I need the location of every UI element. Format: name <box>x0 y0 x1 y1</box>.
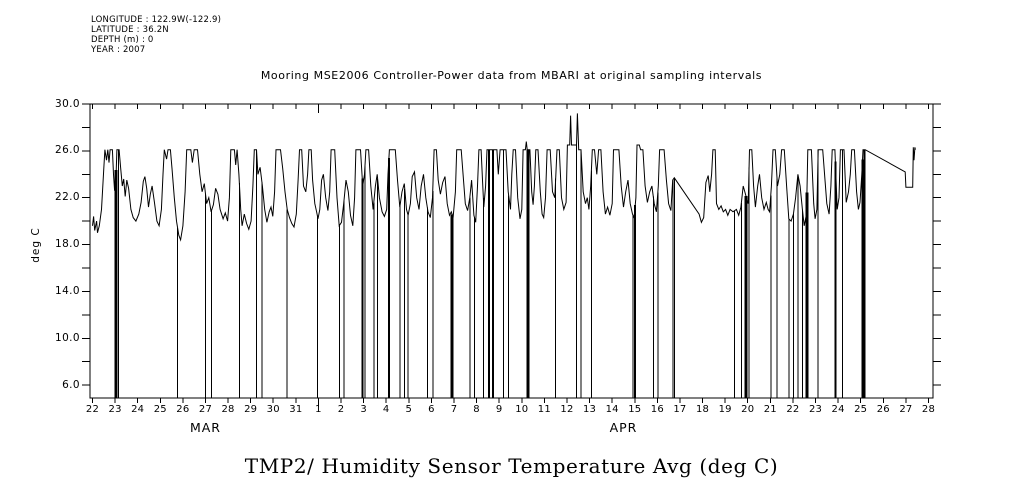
x-tick-label: 23 <box>108 404 122 415</box>
x-tick-label: 16 <box>650 404 664 415</box>
x-tick-label: 7 <box>450 404 458 415</box>
x-tick-label: 3 <box>360 404 367 415</box>
x-tick-label: 26 <box>176 404 190 415</box>
x-tick-label: 5 <box>405 404 413 415</box>
x-tick-label: 26 <box>876 404 890 415</box>
x-tick-label: 11 <box>537 404 551 415</box>
x-tick-label: 1 <box>315 404 322 415</box>
x-tick-label: 27 <box>198 404 213 415</box>
meta-year: YEAR : 2007 <box>91 45 146 55</box>
meta-latitude: LATITUDE : 36.2N <box>91 25 169 35</box>
x-tick-label: 18 <box>695 404 710 415</box>
chart-title: Mooring MSE2006 Controller-Power data fr… <box>260 69 763 82</box>
y-tick-label: 14.0 <box>55 284 80 297</box>
x-tick-label: 31 <box>289 404 303 415</box>
y-tick-label: 10.0 <box>55 331 80 344</box>
metadata-block: LONGITUDE : 122.9W(-122.9) LATITUDE : 36… <box>91 15 221 55</box>
y-tick-label: 26.0 <box>55 144 80 157</box>
x-tick-label: 10 <box>515 404 529 415</box>
x-tick-label: 30 <box>266 404 280 415</box>
x-tick-label: 25 <box>854 404 868 415</box>
x-tick-label: 23 <box>808 404 823 415</box>
x-tick-label: 24 <box>831 404 845 415</box>
x-tick-label: 15 <box>628 404 642 415</box>
month-label-apr: APR <box>609 420 638 435</box>
x-tick-label: 17 <box>673 404 687 415</box>
x-tick-label: 27 <box>899 404 913 415</box>
x-tick-label: 28 <box>921 404 936 415</box>
y-tick-label: 22.0 <box>55 191 80 204</box>
y-tick-label: 6.0 <box>62 378 80 391</box>
x-tick-label: 8 <box>473 404 480 415</box>
x-tick-label: 12 <box>560 404 574 415</box>
x-tick-label: 20 <box>741 404 755 415</box>
meta-depth: DEPTH (m) : 0 <box>91 35 154 45</box>
x-tick-label: 13 <box>583 404 597 415</box>
x-tick-label: 25 <box>153 404 167 415</box>
x-tick-label: 22 <box>85 404 100 415</box>
x-tick-label: 21 <box>763 404 777 415</box>
x-tick-label: 2 <box>337 404 345 415</box>
x-tick-label: 9 <box>495 404 503 415</box>
bottom-title: TMP2/ Humidity Sensor Temperature Avg (d… <box>244 454 779 478</box>
x-tick-label: 6 <box>428 404 435 415</box>
x-tick-label: 28 <box>221 404 235 415</box>
x-tick-label: 22 <box>786 404 800 415</box>
y-tick-label: 30.0 <box>55 97 80 110</box>
x-tick-label: 14 <box>605 404 619 415</box>
x-tick-label: 4 <box>382 404 390 415</box>
meta-longitude: LONGITUDE : 122.9W(-122.9) <box>91 15 222 25</box>
x-tick-label: 29 <box>244 404 258 415</box>
x-tick-label: 19 <box>718 404 732 415</box>
y-tick-label: 18.0 <box>55 238 80 251</box>
x-tick-label: 24 <box>131 404 145 415</box>
month-label-mar: MAR <box>189 420 221 435</box>
